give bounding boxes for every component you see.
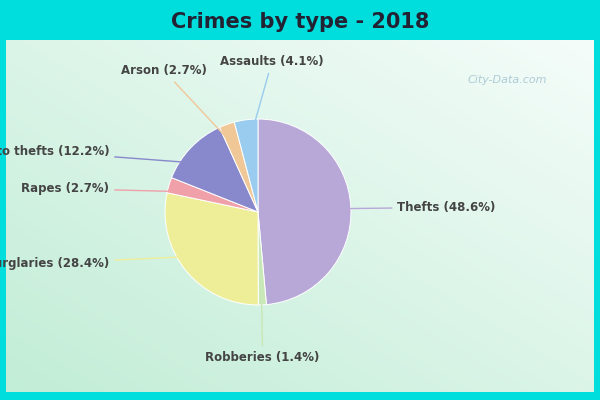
- Text: Auto thefts (12.2%): Auto thefts (12.2%): [0, 145, 205, 164]
- Text: Robberies (1.4%): Robberies (1.4%): [205, 284, 320, 364]
- Wedge shape: [258, 119, 351, 304]
- Text: Arson (2.7%): Arson (2.7%): [121, 64, 233, 144]
- Wedge shape: [220, 122, 258, 212]
- Wedge shape: [235, 119, 258, 212]
- Wedge shape: [167, 178, 258, 212]
- Wedge shape: [172, 127, 258, 212]
- Text: Assaults (4.1%): Assaults (4.1%): [220, 55, 324, 140]
- Text: Thefts (48.6%): Thefts (48.6%): [331, 201, 496, 214]
- Text: Rapes (2.7%): Rapes (2.7%): [21, 182, 188, 195]
- Text: City-Data.com: City-Data.com: [467, 75, 547, 85]
- Text: Crimes by type - 2018: Crimes by type - 2018: [171, 12, 429, 32]
- Wedge shape: [258, 212, 266, 305]
- Text: Burglaries (28.4%): Burglaries (28.4%): [0, 256, 201, 270]
- Wedge shape: [165, 193, 258, 305]
